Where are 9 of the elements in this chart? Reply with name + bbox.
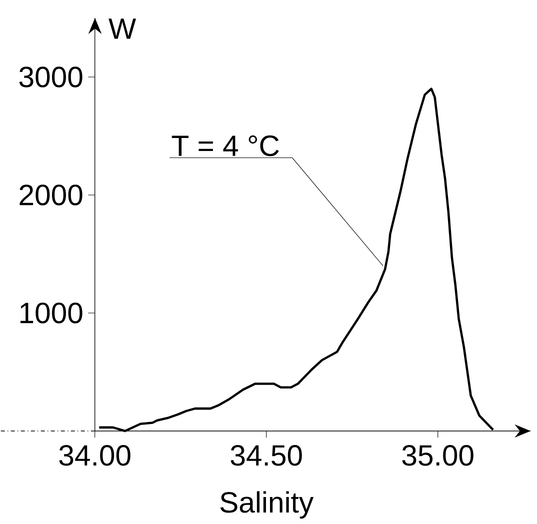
x-tick-label: 34.50 (230, 445, 302, 466)
y-tick-label: 3000 (19, 66, 82, 88)
x-tick-label: 34.00 (59, 445, 130, 466)
y-tick-label: 2000 (20, 184, 82, 206)
y-axis-title: W (108, 18, 136, 39)
x-axis-title: Salinity (220, 491, 314, 519)
annotation: T = 4 °C (172, 135, 279, 156)
x-tick-label: 35.00 (402, 445, 474, 466)
y-tick-label: 1000 (20, 302, 82, 324)
